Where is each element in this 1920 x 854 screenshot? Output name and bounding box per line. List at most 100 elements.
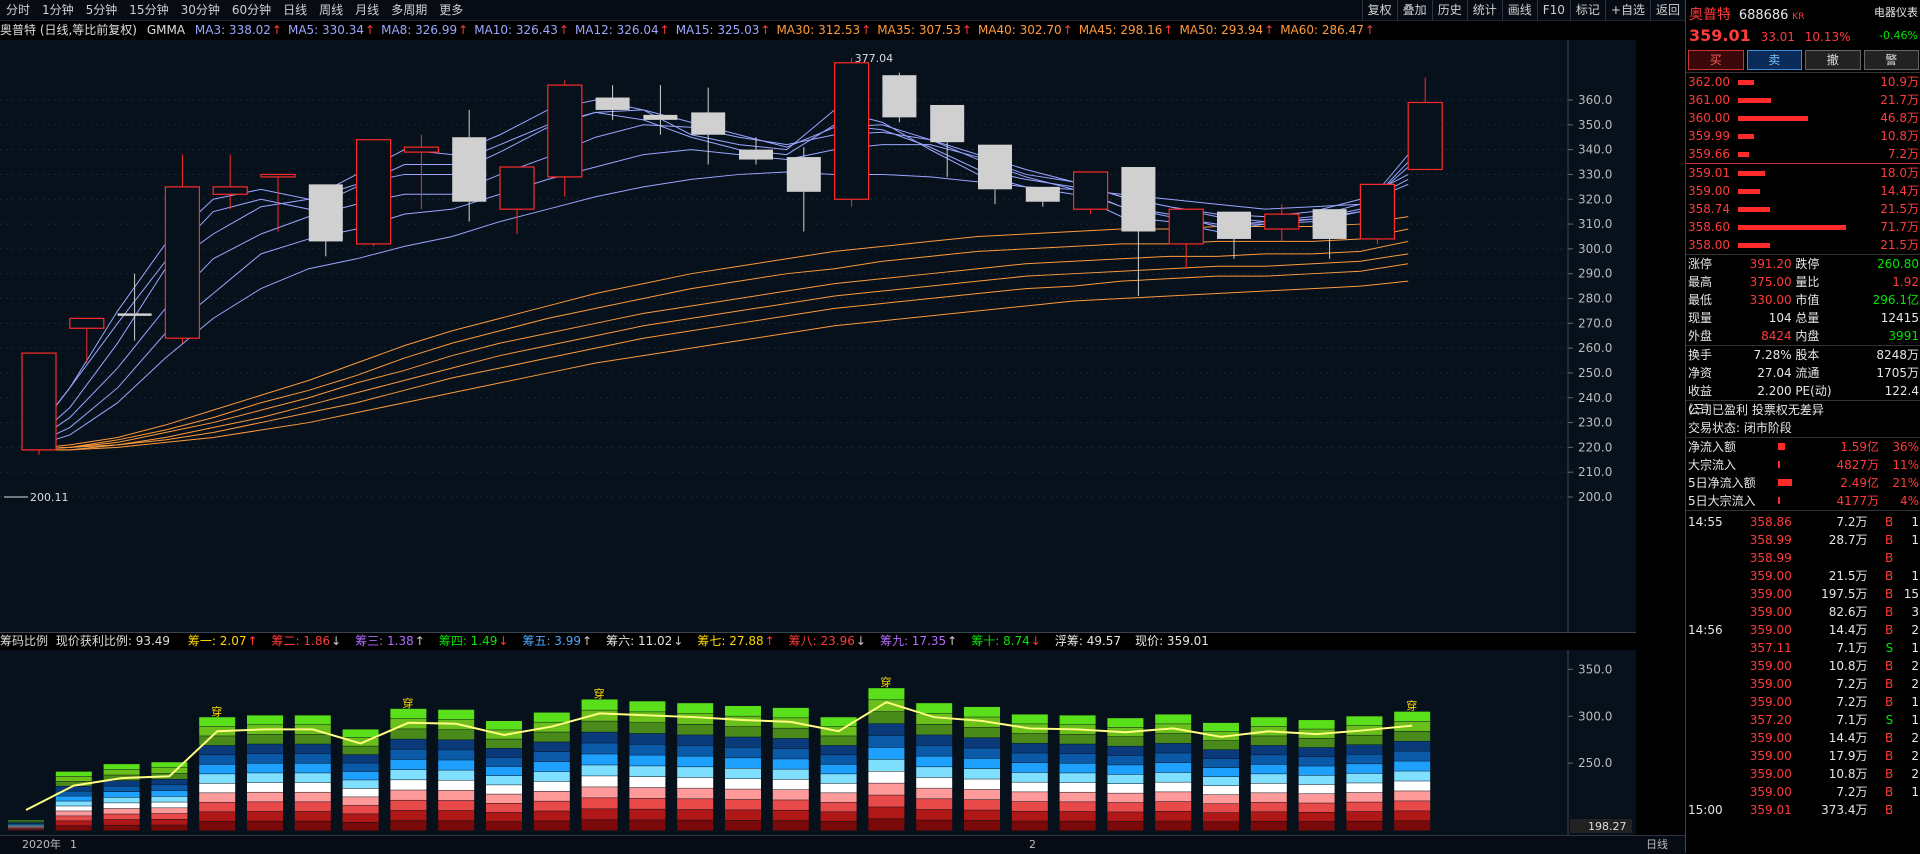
candle[interactable]	[643, 115, 677, 120]
toolbar-button[interactable]: 叠加	[1397, 0, 1432, 20]
candle[interactable]	[1408, 102, 1442, 169]
candle[interactable]	[1217, 212, 1251, 239]
flow-label: 5日大宗流入	[1688, 492, 1778, 510]
candle[interactable]	[213, 187, 247, 194]
stat-value: 375.00	[1732, 273, 1792, 291]
candle[interactable]	[452, 137, 486, 202]
buy-button[interactable]: 买	[1688, 50, 1744, 70]
candle[interactable]	[548, 85, 582, 177]
price-change: 33.01	[1761, 30, 1795, 44]
candle[interactable]	[596, 98, 630, 110]
candle[interactable]	[357, 140, 391, 244]
alert-button[interactable]: 警	[1864, 50, 1920, 70]
chip-segment	[151, 768, 187, 773]
toolbar-button[interactable]: 复权	[1362, 0, 1397, 20]
y-tick: 300.0	[1578, 242, 1612, 256]
tick-price: 357.11	[1736, 639, 1792, 657]
candle[interactable]	[500, 167, 534, 209]
candle[interactable]	[70, 318, 104, 328]
chip-segment	[821, 803, 857, 812]
chip-segment	[247, 812, 283, 821]
book-volume: 10.8万	[1880, 127, 1919, 145]
chip-segment	[1251, 822, 1287, 831]
sell-button[interactable]: 卖	[1747, 50, 1803, 70]
candle[interactable]	[118, 313, 152, 315]
candle[interactable]	[930, 105, 964, 142]
chip-segment	[486, 739, 522, 748]
candle[interactable]	[882, 75, 916, 117]
candle[interactable]	[309, 184, 343, 241]
indicator-name[interactable]: GMMA	[147, 23, 185, 37]
period-tab[interactable]: 更多	[433, 0, 469, 20]
chip-segment	[295, 802, 331, 811]
period-tab[interactable]: 分时	[0, 0, 36, 20]
candle[interactable]	[787, 157, 821, 192]
toolbar-button[interactable]: F10	[1537, 0, 1570, 20]
period-tab[interactable]: 5分钟	[80, 0, 124, 20]
toolbar-button[interactable]: +自选	[1605, 0, 1650, 20]
chip-segment	[104, 786, 140, 791]
candle[interactable]	[404, 147, 438, 152]
toolbar-button[interactable]: 统计	[1467, 0, 1502, 20]
candle[interactable]	[978, 145, 1012, 190]
book-price: 358.00	[1688, 236, 1738, 254]
candle[interactable]	[165, 187, 199, 338]
chip-segment	[295, 773, 331, 782]
candle[interactable]	[1265, 214, 1299, 229]
chip-segment	[56, 786, 92, 790]
period-tab[interactable]: 15分钟	[123, 0, 174, 20]
industry-name[interactable]: 电器仪表	[1874, 4, 1918, 24]
period-tab[interactable]: 周线	[313, 0, 349, 20]
chip-segment	[868, 819, 904, 830]
chip-segment	[1394, 791, 1430, 800]
candle[interactable]	[1026, 187, 1060, 202]
candle[interactable]	[835, 63, 869, 199]
candle[interactable]	[22, 353, 56, 450]
toolbar-button[interactable]: 画线	[1502, 0, 1537, 20]
candle[interactable]	[1121, 167, 1155, 232]
candle[interactable]	[1074, 172, 1108, 209]
up-arrow: ↑	[559, 23, 569, 37]
y-tick: 280.0	[1578, 292, 1612, 306]
candle[interactable]	[739, 150, 773, 160]
stat-value: 8424	[1732, 327, 1792, 345]
chip-segment	[677, 735, 713, 745]
chip-segment	[1394, 801, 1430, 810]
candle[interactable]	[1169, 209, 1203, 244]
candle[interactable]	[1313, 209, 1347, 239]
toolbar-button[interactable]: 标记	[1570, 0, 1605, 20]
tick-count: 2	[1899, 675, 1919, 693]
stock-tag: KR	[1792, 12, 1804, 22]
candle[interactable]	[1360, 184, 1394, 239]
toolbar-button[interactable]: 历史	[1432, 0, 1467, 20]
period-tab[interactable]: 60分钟	[226, 0, 277, 20]
tick-price: 359.00	[1736, 567, 1792, 585]
chip-segment	[916, 799, 952, 809]
tick-side: B	[1873, 567, 1893, 585]
y-tick: 200.0	[1578, 490, 1612, 504]
chip-segment	[629, 712, 665, 722]
period-tab[interactable]: 多周期	[385, 0, 433, 20]
candle[interactable]	[261, 174, 295, 176]
period-tab[interactable]: 30分钟	[175, 0, 226, 20]
tick-time	[1688, 765, 1730, 783]
cancel-order-button[interactable]: 撤	[1805, 50, 1861, 70]
period-tab[interactable]: 1分钟	[36, 0, 80, 20]
period-tab[interactable]: 日线	[277, 0, 313, 20]
period-tab[interactable]: 月线	[349, 0, 385, 20]
toolbar-button[interactable]: 返回	[1650, 0, 1685, 20]
candle[interactable]	[691, 112, 725, 134]
candlestick-chart[interactable]: 360.0350.0340.0330.0320.0310.0300.0290.0…	[0, 40, 1636, 633]
